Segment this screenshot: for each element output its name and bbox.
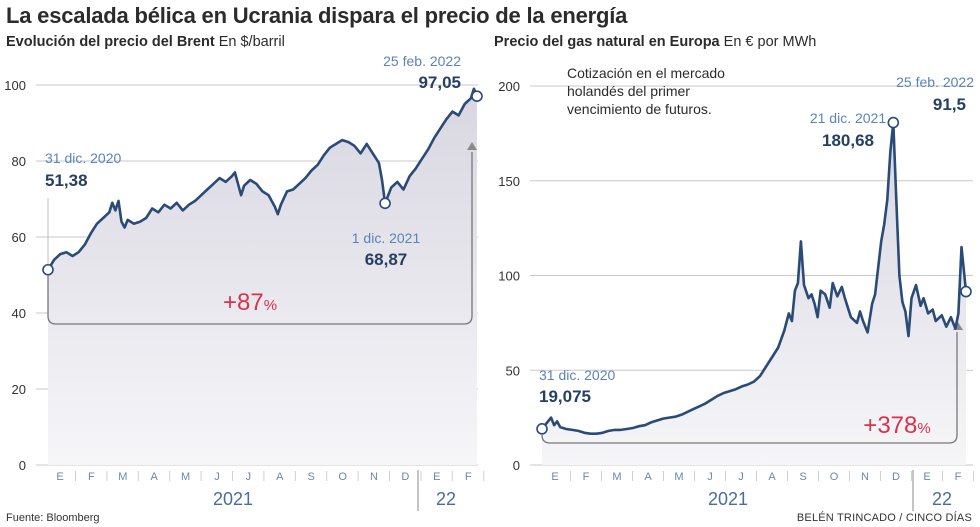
brent-arrowhead — [467, 142, 477, 150]
gas-month-label: O — [830, 471, 839, 483]
brent-change-percent: % — [264, 297, 277, 314]
gas-start-date: 31 dic. 2020 — [539, 367, 615, 383]
brent-y-tick: 40 — [12, 306, 26, 321]
brent-end-value: 97,05 — [418, 73, 461, 92]
gas-year-22: 22 — [932, 489, 952, 509]
brent-month-label: M — [118, 471, 127, 483]
gas-month-label: J — [707, 471, 713, 483]
brent-low-date: 1 dic. 2021 — [352, 230, 421, 246]
brent-month-label: F — [88, 471, 95, 483]
brent-month-label: A — [151, 471, 159, 483]
brent-year-2021: 2021 — [213, 489, 253, 509]
gas-month-label: F — [583, 471, 590, 483]
gas-month-label: A — [644, 471, 652, 483]
brent-month-label: N — [370, 471, 378, 483]
gas-end-marker — [960, 285, 972, 298]
gas-y-axis: 0 50 100 150 200 — [498, 79, 520, 473]
brent-change-number: +87 — [223, 289, 264, 316]
gas-start-marker — [536, 423, 548, 435]
gas-y-tick: 0 — [513, 458, 520, 473]
source-note: Fuente: Bloomberg — [6, 512, 100, 524]
brent-month-label: J — [246, 471, 252, 483]
brent-month-label: D — [401, 471, 409, 483]
gas-y-tick: 50 — [506, 363, 520, 378]
gas-month-label: N — [861, 471, 869, 483]
brent-change-bracket — [47, 152, 473, 325]
gas-chart: 0 50 100 150 200 E F M A M J J A S O N D E F 2021 22 Coti… — [498, 65, 974, 511]
brent-month-label: O — [338, 471, 347, 483]
brent-y-tick: 100 — [4, 78, 26, 93]
brent-line — [46, 87, 479, 271]
gas-y-tick: 150 — [498, 174, 520, 189]
gas-y-tick: 200 — [498, 79, 520, 94]
brent-area — [48, 88, 477, 466]
gas-note-line3: vencimiento de futuros. — [567, 101, 712, 117]
gas-end-date: 25 feb. 2022 — [896, 74, 974, 90]
gas-start-value: 19,075 — [539, 387, 591, 406]
brent-chart: 0 20 40 60 80 100 E F M A M J J A S O N D E F 2021 22 31 d… — [4, 53, 485, 511]
brent-y-tick: 60 — [12, 230, 26, 245]
gas-area — [542, 122, 966, 465]
brent-month-label: E — [56, 471, 63, 483]
brent-y-tick: 20 — [12, 382, 26, 397]
brent-month-label: A — [276, 471, 284, 483]
gas-peak-value: 180,68 — [822, 131, 874, 150]
gas-month-label: J — [738, 471, 744, 483]
brent-end-marker — [471, 90, 483, 103]
gas-note-line2: holandés del primer — [567, 83, 690, 99]
brent-y-axis: 0 20 40 60 80 100 — [4, 78, 26, 473]
gas-month-label: M — [612, 471, 621, 483]
gas-y-tick: 100 — [498, 269, 520, 284]
brent-month-label: F — [465, 471, 472, 483]
gas-month-label: F — [955, 471, 962, 483]
gas-change-percent: % — [917, 420, 930, 437]
gas-peak-date: 21 dic. 2021 — [810, 110, 886, 126]
gas-month-label: M — [674, 471, 683, 483]
gas-change-bracket — [541, 332, 958, 444]
gas-subtitle: Precio del gas natural en Europa En € po… — [494, 34, 816, 50]
brent-year-22: 22 — [436, 489, 456, 509]
gas-note-line1: Cotización en el mercado — [567, 65, 725, 81]
brent-subtitle: Evolución del precio del Brent En $/barr… — [6, 34, 285, 50]
brent-month-label: M — [181, 471, 190, 483]
brent-month-label: S — [308, 471, 315, 483]
gas-year-2021: 2021 — [708, 489, 748, 509]
brent-y-tick: 0 — [19, 458, 26, 473]
gas-month-label: A — [768, 471, 776, 483]
brent-y-tick: 80 — [12, 154, 26, 169]
credit-note: BELÉN TRINCADO / CINCO DÍAS — [796, 512, 972, 524]
brent-start-date: 31 dic. 2020 — [45, 150, 121, 166]
brent-end-date: 25 feb. 2022 — [383, 53, 461, 69]
brent-start-marker — [42, 263, 54, 276]
brent-low-marker — [379, 197, 391, 210]
brent-month-label: E — [433, 471, 440, 483]
gas-change-number: +378 — [863, 412, 917, 439]
brent-change-label: +87% — [223, 289, 277, 316]
gas-month-label: S — [799, 471, 806, 483]
gas-month-label: E — [551, 471, 558, 483]
brent-subtitle-bold: Evolución del precio del Brent — [6, 34, 215, 50]
gas-change-label: +378% — [863, 412, 930, 439]
brent-month-label: J — [214, 471, 220, 483]
page-title: La escalada bélica en Ucrania dispara el… — [6, 3, 628, 28]
gas-end-value: 91,5 — [933, 95, 966, 114]
gas-peak-marker — [887, 116, 900, 129]
gas-line — [540, 121, 968, 435]
gas-subtitle-bold: Precio del gas natural en Europa — [494, 34, 720, 50]
brent-subtitle-unit: En $/barril — [218, 34, 285, 50]
gas-subtitle-unit: En € por MWh — [723, 34, 817, 50]
brent-low-value: 68,87 — [365, 250, 408, 269]
gas-month-label: D — [892, 471, 900, 483]
gas-month-label: E — [923, 471, 930, 483]
brent-start-value: 51,38 — [45, 171, 88, 190]
